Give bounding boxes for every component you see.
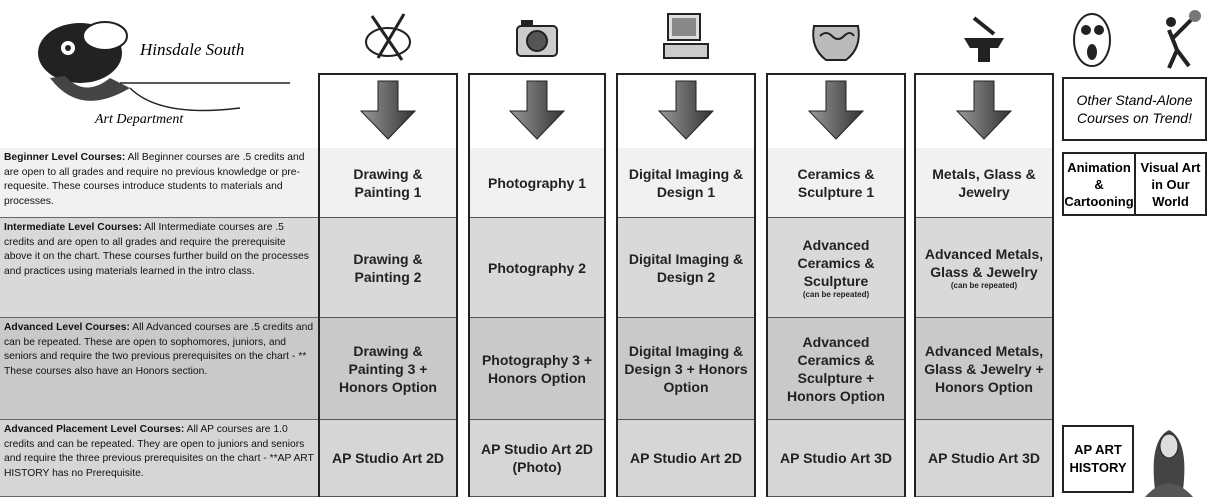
column-icon [812,25,860,61]
column-icon [516,20,558,57]
course-name: Photography 3 + Honors Option [481,351,593,386]
course-cell: Advanced Metals, Glass & Jewelry (can be … [916,218,1052,318]
logo-department: Art Department [95,112,184,127]
arrow [359,80,417,140]
column-frame [766,73,906,497]
column-icon [365,13,411,61]
course-name: Advanced Ceramics & Sculpture + Honors O… [787,333,885,404]
column-icon [663,13,709,59]
course-name: Digital Imaging & Design 1 [628,165,744,200]
course-name: Metals, Glass & Jewelry [932,165,1036,200]
column-frame [914,73,1054,497]
column-frame [318,73,458,497]
course-cell: AP Studio Art 2D [618,420,754,497]
other-course: Animation & Cartooning [1062,152,1136,216]
course-name: Drawing & Painting 1 [353,165,423,200]
level-heading: Advanced Placement Level Courses: [4,424,185,435]
decorations [1073,10,1201,497]
course-name: Advanced Metals, Glass & Jewelry + Honor… [924,342,1044,395]
course-cell: Photography 3 + Honors Option [470,318,604,420]
level-description: Advanced Placement Level Courses: All AP… [0,420,318,497]
course-note: (can be repeated) [802,289,870,299]
level-description: Advanced Level Courses: All Advanced cou… [0,318,318,420]
course-name: Drawing & Painting 3 + Honors Option [339,342,437,395]
logo-school: Hinsdale South [140,40,245,59]
column-frame [468,73,606,497]
level-text: All AP courses are 1.0 credits and can b… [4,424,314,479]
other-course: Visual Art in Our World [1134,152,1207,216]
course-cell: Metals, Glass & Jewelry [916,148,1052,218]
course-name: Photography 1 [487,174,586,191]
other-title: Other Stand-Alone Courses on Trend! [1062,77,1207,141]
course-name: Digital Imaging & Design 2 [628,250,744,285]
course-name: AP Studio Art 2D (Photo) [480,441,593,475]
course-name: Drawing & Painting 2 [353,250,423,285]
course-cell: Advanced Ceramics & Sculpture (can be rep… [768,218,904,318]
course-note: (can be repeated) [950,280,1018,290]
level-text: All Advanced courses are .5 credits and … [4,322,314,377]
level-heading: Intermediate Level Courses: [4,222,142,233]
column-frame [616,73,756,497]
arrow [807,80,865,140]
course-cell: Advanced Ceramics & Sculpture + Honors O… [768,318,904,420]
course-cell: Digital Imaging & Design 3 + Honors Opti… [618,318,754,420]
course-name: Digital Imaging & Design 3 + Honors Opti… [624,342,748,395]
course-cell: AP Studio Art 3D [916,420,1052,497]
arrow [955,80,1013,140]
course-cell: Digital Imaging & Design 2 [618,218,754,318]
course-cell: Drawing & Painting 3 + Honors Option [320,318,456,420]
course-cell: Photography 1 [470,148,604,218]
course-cell: Digital Imaging & Design 1 [618,148,754,218]
course-name: Advanced Ceramics & Sculpture [797,236,875,289]
course-cell: Photography 2 [470,218,604,318]
level-heading: Beginner Level Courses: [4,152,126,163]
course-cell: AP Studio Art 2D (Photo) [470,420,604,497]
course-cell: Drawing & Painting 1 [320,148,456,218]
course-name: AP Studio Art 2D [629,450,742,466]
logo-graphic [38,21,290,112]
course-cell: Drawing & Painting 2 [320,218,456,318]
level-description: Beginner Level Courses: All Beginner cou… [0,148,318,218]
course-name: AP Studio Art 3D [927,450,1040,466]
course-cell: Ceramics & Sculpture 1 [768,148,904,218]
course-name: AP Studio Art 2D [331,450,444,466]
column-icon [964,16,1004,62]
course-name: Photography 2 [487,259,586,276]
level-text: All Beginner courses are .5 credits and … [4,152,305,207]
arrow [508,80,566,140]
course-name: Advanced Metals, Glass & Jewelry [924,245,1044,280]
course-cell: AP Studio Art 3D [768,420,904,497]
level-text: All Intermediate courses are .5 credits … [4,222,309,277]
arrow [657,80,715,140]
course-name: AP Studio Art 3D [779,450,892,466]
course-cell: AP Studio Art 2D [320,420,456,497]
level-description: Intermediate Level Courses: All Intermed… [0,218,318,318]
level-heading: Advanced Level Courses: [4,322,130,333]
course-cell: Advanced Metals, Glass & Jewelry + Honor… [916,318,1052,420]
course-name: Ceramics & Sculpture 1 [797,165,875,200]
ap-art-history: AP ART HISTORY [1062,425,1134,493]
